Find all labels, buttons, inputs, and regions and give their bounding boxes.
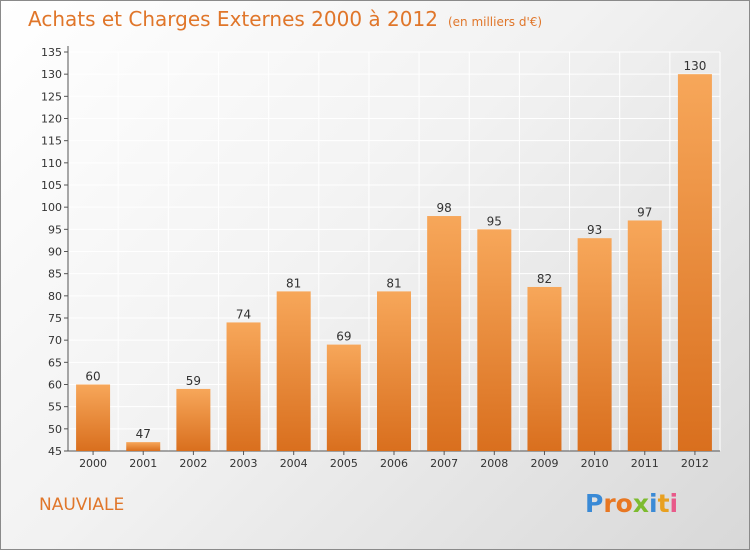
data-label: 130 <box>683 59 706 73</box>
bar <box>377 291 411 451</box>
data-label: 82 <box>537 272 552 286</box>
data-labels: 60 47 59 74 81 69 81 98 95 82 93 97 130 <box>85 59 706 441</box>
logo-letter: t <box>657 489 670 518</box>
data-label: 98 <box>437 201 452 215</box>
y-tick-label: 60 <box>48 379 62 392</box>
x-tick-label: 2005 <box>330 457 358 470</box>
commune-name: NAUVIALE <box>39 495 125 515</box>
y-tick-label: 115 <box>41 135 62 148</box>
data-label: 97 <box>637 205 652 219</box>
x-tick-label: 2010 <box>581 457 609 470</box>
y-tick-label: 130 <box>41 68 62 81</box>
bar <box>677 74 712 452</box>
data-label: 60 <box>85 370 100 384</box>
bar <box>326 344 361 451</box>
bar <box>427 216 462 451</box>
y-tick-label: 90 <box>48 246 62 259</box>
x-tick-label: 2007 <box>430 457 458 470</box>
logo-letter: P <box>585 489 604 518</box>
logo-letter: i <box>669 489 679 518</box>
axes: 45 50 55 60 65 70 75 80 85 90 95 100 105 110 115 120 125… <box>41 46 720 470</box>
data-label: 59 <box>186 374 201 388</box>
x-tick-label: 2004 <box>280 457 308 470</box>
y-tick-label: 100 <box>41 201 62 214</box>
data-label: 81 <box>386 276 401 290</box>
data-label: 74 <box>236 307 251 321</box>
bar <box>76 384 111 451</box>
y-tick-label: 80 <box>48 290 62 303</box>
bar <box>226 322 261 451</box>
bar <box>477 229 512 451</box>
chart-unit: (en milliers d'€) <box>447 15 543 29</box>
y-tick-label: 65 <box>48 356 62 369</box>
x-tick-label: 2001 <box>129 457 157 470</box>
data-label: 47 <box>136 427 151 441</box>
proxiti-logo: Proxiti <box>585 489 678 518</box>
y-tick-label: 105 <box>41 179 62 192</box>
y-tick-label: 110 <box>41 157 62 170</box>
bar <box>527 286 562 451</box>
chart-title: Achats et Charges Externes 2000 à 2012 (e… <box>28 7 542 31</box>
logo-letter: i <box>649 489 658 518</box>
x-tick-label: 2002 <box>179 457 207 470</box>
bars <box>76 74 712 452</box>
logo-letter: r <box>603 489 616 518</box>
x-tick-label: 2003 <box>230 457 258 470</box>
data-label: 93 <box>587 223 602 237</box>
data-label: 81 <box>286 276 301 290</box>
x-tick-label: 2011 <box>631 457 659 470</box>
y-tick-label: 125 <box>41 90 62 103</box>
y-tick-label: 70 <box>48 334 62 347</box>
x-tick-label: 2006 <box>380 457 408 470</box>
x-tick-label: 2012 <box>681 457 709 470</box>
x-tick-label: 2009 <box>530 457 558 470</box>
y-tick-label: 120 <box>41 113 62 126</box>
bar <box>126 442 161 451</box>
y-tick-label: 95 <box>48 223 62 236</box>
logo-letter: o <box>615 489 633 518</box>
y-tick-label: 75 <box>48 312 62 325</box>
data-label: 95 <box>487 214 502 228</box>
y-tick-label: 55 <box>48 401 62 414</box>
y-tick-label: 45 <box>48 445 62 458</box>
logo-letter: x <box>632 489 649 518</box>
bar <box>627 220 662 451</box>
chart-title-main: Achats et Charges Externes 2000 à 2012 <box>28 7 438 31</box>
x-tick-label: 2000 <box>79 457 107 470</box>
y-tick-label: 85 <box>48 268 62 281</box>
data-label: 69 <box>336 330 351 344</box>
x-tick-label: 2008 <box>480 457 508 470</box>
bar <box>577 238 612 451</box>
bar <box>176 388 211 451</box>
y-tick-label: 50 <box>48 423 62 436</box>
y-tick-label: 135 <box>41 46 62 59</box>
bar <box>276 291 311 451</box>
